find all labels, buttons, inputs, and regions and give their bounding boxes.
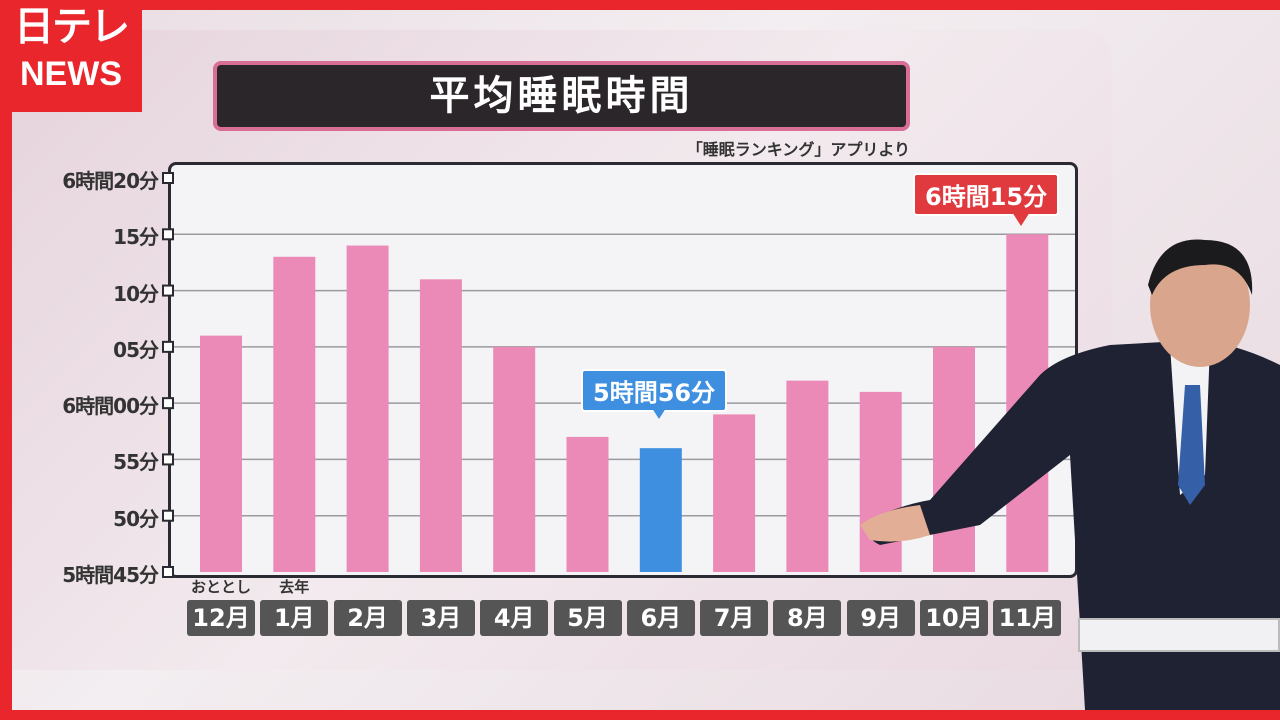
y-tick-mark [162, 566, 174, 578]
desk [1078, 618, 1280, 652]
bar-12月 [200, 335, 242, 572]
y-tick-mark [162, 453, 174, 466]
x-tick-sublabel: おととし [190, 578, 251, 596]
y-tick-label: 6時間20分 [62, 169, 159, 193]
y-tick-mark [162, 340, 174, 353]
y-tick-label: 50分 [113, 506, 159, 531]
x-tick-label: 3月 [406, 600, 475, 636]
bar-3月 [419, 279, 462, 572]
x-tick-label: 10月 [920, 600, 988, 636]
y-tick-mark [162, 284, 174, 297]
x-tick-sublabel: 去年 [279, 578, 310, 596]
x-tick-label: 11月 [993, 600, 1062, 636]
x-tick-label: 1月 [260, 600, 329, 636]
chart-source: 「睡眠ランキング」アプリより [686, 140, 910, 159]
callout-tail [650, 405, 668, 419]
x-tick-label: 12月 [187, 600, 255, 636]
y-tick-mark [162, 228, 174, 241]
x-tick-label: 2月 [333, 600, 402, 636]
callout-tail [1012, 212, 1030, 226]
presenter [860, 239, 1280, 710]
x-tick-label: 6月 [626, 600, 695, 636]
x-tick-label: 4月 [480, 600, 549, 636]
y-tick-mark [162, 172, 174, 184]
chart-title: 平均睡眠時間 [213, 61, 910, 131]
x-tick-label: 5月 [553, 600, 622, 636]
min-callout: 5時間56分 [581, 369, 728, 412]
y-tick-label: 5時間45分 [62, 563, 159, 587]
y-tick-label: 05分 [113, 337, 159, 362]
y-tick-mark [162, 397, 174, 410]
logo-line2: NEWS [20, 55, 122, 93]
max-callout: 6時間15分 [913, 173, 1060, 216]
bar-8月 [786, 380, 829, 572]
bar-7月 [713, 414, 756, 572]
y-tick-mark [162, 509, 174, 522]
x-tick-label: 8月 [773, 600, 842, 636]
y-tick-label: 55分 [113, 450, 159, 475]
bar-6月 [639, 448, 682, 572]
ntv-news-logo: 日テレ NEWS [0, 0, 142, 112]
x-tick-label: 7月 [700, 600, 769, 636]
bar-1月 [273, 256, 316, 572]
x-tick-label: 9月 [846, 600, 915, 636]
bar-4月 [493, 346, 536, 572]
y-tick-label: 10分 [113, 281, 159, 306]
bar-2月 [346, 245, 389, 573]
y-tick-label: 15分 [113, 225, 159, 250]
logo-line1: 日テレ [14, 4, 130, 50]
bar-5月 [566, 436, 609, 572]
y-tick-label: 6時間00分 [62, 394, 159, 419]
